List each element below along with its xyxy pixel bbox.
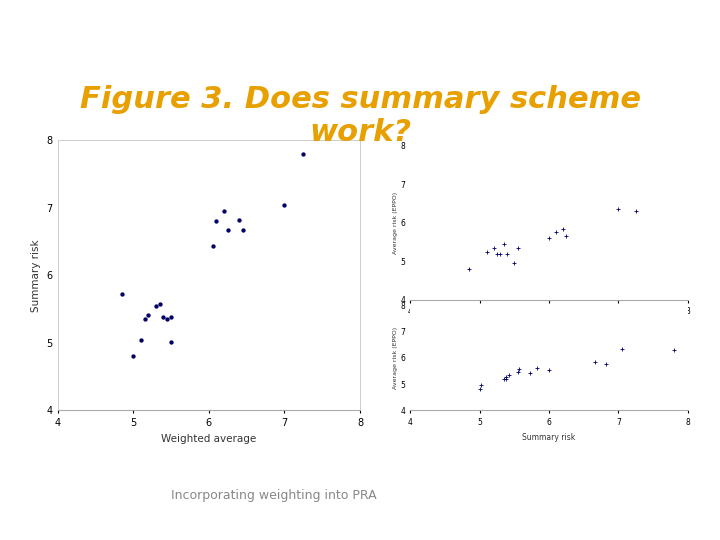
Point <box>502 250 513 259</box>
Point <box>630 207 642 215</box>
Text: Incorporating weighting into PRA: Incorporating weighting into PRA <box>171 489 377 502</box>
Point <box>524 369 536 377</box>
Point <box>222 226 233 234</box>
Point <box>491 249 503 258</box>
Point <box>218 207 230 215</box>
Bar <box>58 140 360 410</box>
Point <box>161 315 173 323</box>
Point <box>498 375 510 383</box>
Y-axis label: Average risk (EPPO): Average risk (EPPO) <box>393 327 398 389</box>
Point <box>116 290 127 299</box>
Point <box>210 217 222 226</box>
Point <box>207 242 218 251</box>
Point <box>508 259 520 267</box>
Point <box>279 200 290 209</box>
Point <box>500 373 512 382</box>
Point <box>139 315 150 323</box>
Point <box>297 150 309 158</box>
Point <box>498 240 510 248</box>
Point <box>590 357 601 366</box>
Point <box>165 313 176 322</box>
Point <box>616 344 628 353</box>
Point <box>531 364 542 373</box>
Point <box>550 228 562 237</box>
Point <box>544 234 555 242</box>
X-axis label: Weighted average: Weighted average <box>161 434 256 443</box>
Point <box>154 300 166 309</box>
Point <box>127 352 139 361</box>
Point <box>488 244 500 252</box>
Point <box>150 301 161 310</box>
Point <box>668 346 680 354</box>
Point <box>513 364 525 373</box>
Point <box>600 359 611 368</box>
Point <box>481 247 492 256</box>
Point <box>143 310 154 319</box>
Point <box>613 205 624 214</box>
Point <box>557 224 569 233</box>
Point <box>233 215 245 224</box>
X-axis label: Summary risk: Summary risk <box>523 433 575 442</box>
Point <box>135 335 146 344</box>
Point <box>475 381 487 390</box>
Point <box>500 375 512 383</box>
Point <box>237 226 248 234</box>
Point <box>512 368 523 376</box>
Point <box>474 385 485 394</box>
Point <box>158 313 169 322</box>
Point <box>495 250 506 259</box>
Point <box>464 265 475 273</box>
Point <box>561 232 572 240</box>
Point <box>512 244 523 252</box>
Point <box>165 337 176 346</box>
X-axis label: Weighted average: Weighted average <box>514 322 584 331</box>
Y-axis label: Average risk (EPPO): Average risk (EPPO) <box>393 192 398 254</box>
Text: Figure 3. Does summary scheme: Figure 3. Does summary scheme <box>79 85 641 114</box>
Point <box>503 370 515 379</box>
Text: work?: work? <box>309 118 411 147</box>
Y-axis label: Summary risk: Summary risk <box>31 239 41 312</box>
Point <box>544 365 555 374</box>
